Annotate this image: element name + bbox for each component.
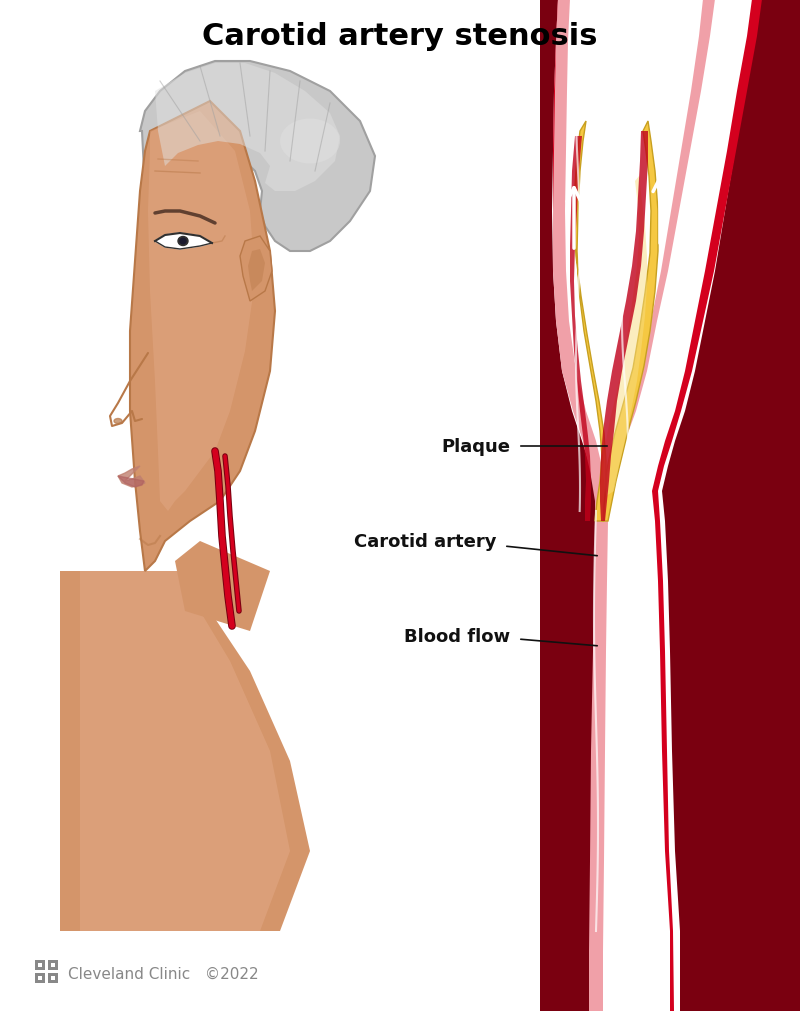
Ellipse shape <box>178 238 188 247</box>
Polygon shape <box>662 0 800 1011</box>
Ellipse shape <box>270 112 360 182</box>
FancyBboxPatch shape <box>35 973 45 983</box>
Polygon shape <box>248 250 265 292</box>
Polygon shape <box>553 0 608 1011</box>
Polygon shape <box>602 122 658 522</box>
Polygon shape <box>603 177 647 496</box>
Polygon shape <box>80 571 290 931</box>
Polygon shape <box>553 0 604 1011</box>
Text: Plaque: Plaque <box>441 438 510 456</box>
Polygon shape <box>148 112 255 512</box>
Polygon shape <box>608 0 715 501</box>
FancyBboxPatch shape <box>51 963 55 968</box>
Ellipse shape <box>293 147 358 197</box>
Polygon shape <box>118 476 144 487</box>
Polygon shape <box>155 64 340 192</box>
FancyBboxPatch shape <box>38 963 42 968</box>
Polygon shape <box>540 0 597 1011</box>
Polygon shape <box>570 136 591 522</box>
Polygon shape <box>574 122 606 522</box>
Text: Cleveland Clinic   ©2022: Cleveland Clinic ©2022 <box>68 966 258 981</box>
Text: Blood flow: Blood flow <box>404 628 510 645</box>
Polygon shape <box>140 62 375 252</box>
FancyBboxPatch shape <box>35 960 45 970</box>
FancyBboxPatch shape <box>48 973 58 983</box>
Polygon shape <box>118 466 145 487</box>
Polygon shape <box>652 0 762 1011</box>
Ellipse shape <box>280 119 340 165</box>
Polygon shape <box>60 571 310 931</box>
Polygon shape <box>240 237 272 301</box>
Text: Carotid artery: Carotid artery <box>354 533 496 550</box>
Ellipse shape <box>180 239 186 245</box>
Ellipse shape <box>114 420 122 424</box>
FancyBboxPatch shape <box>51 976 55 980</box>
Polygon shape <box>130 102 275 571</box>
FancyBboxPatch shape <box>48 960 58 970</box>
Text: Carotid artery stenosis: Carotid artery stenosis <box>202 22 598 51</box>
Polygon shape <box>600 131 648 522</box>
Polygon shape <box>155 234 212 250</box>
Polygon shape <box>175 542 270 632</box>
FancyBboxPatch shape <box>38 976 42 980</box>
